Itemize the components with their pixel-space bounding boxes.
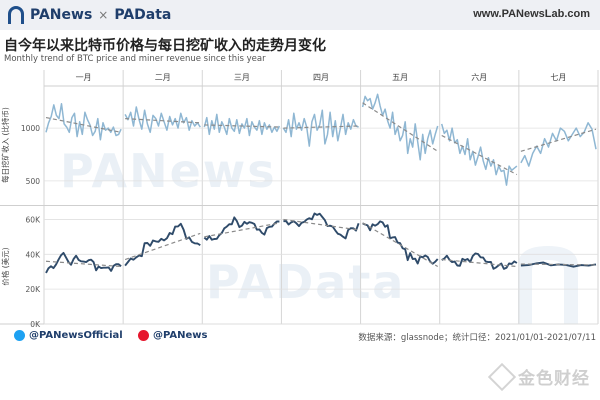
trend-line: [520, 128, 597, 152]
y-tick-label: 0K: [30, 320, 41, 328]
trend-line: [124, 232, 201, 261]
revenue-series-line: [440, 123, 518, 186]
brand-panews: PANews: [30, 7, 93, 23]
trend-line: [520, 263, 597, 266]
brand-logo-icon: [8, 6, 24, 24]
trend-line: [441, 258, 517, 268]
header-bar: PANews × PAData www.PANewsLab.com: [0, 0, 600, 30]
y-tick-label: 20K: [26, 285, 42, 294]
price-series-line: [362, 220, 439, 265]
site-url[interactable]: www.PANewsLab.com: [473, 8, 590, 20]
revenue-series-line: [124, 106, 201, 134]
price-series-line: [441, 252, 518, 270]
month-header: 五月: [392, 73, 408, 82]
twitter-icon: [14, 330, 25, 341]
twitter-label: @PANewsOfficial: [29, 330, 123, 341]
month-header: 二月: [155, 73, 171, 82]
price-series-line: [45, 251, 122, 274]
month-header: 三月: [234, 73, 250, 82]
trend-line: [45, 260, 122, 268]
price-series-line: [124, 222, 201, 267]
revenue-series-line: [520, 122, 597, 167]
brand-separator: ×: [98, 8, 109, 22]
weibo-handle[interactable]: @PANews: [138, 330, 208, 341]
jinse-logo-icon: [487, 362, 517, 391]
y-axis-label: 每日挖矿收入 (比特币): [0, 107, 10, 183]
revenue-series-line: [203, 113, 281, 137]
trend-line: [204, 124, 280, 128]
trend-line: [283, 125, 359, 129]
weibo-label: @PANews: [153, 330, 208, 341]
brand-logo[interactable]: PANews × PAData: [8, 5, 171, 25]
y-tick-label: 1000: [21, 124, 40, 133]
trend-line: [125, 118, 201, 124]
trend-line: [283, 218, 359, 231]
chart-subtitle: Monthly trend of BTC price and miner rev…: [4, 54, 266, 64]
month-header: 七月: [550, 73, 566, 82]
trend-line: [362, 222, 439, 268]
revenue-series-line: [45, 103, 122, 141]
padata-watermark: PAData: [206, 255, 405, 309]
trend-line: [441, 134, 518, 176]
price-series-line: [203, 216, 280, 241]
price-series-line: [283, 212, 360, 240]
y-tick-label: 500: [26, 177, 41, 186]
jinse-watermark: 金色财经: [487, 362, 590, 391]
jinse-label: 金色财经: [518, 369, 590, 389]
revenue-series-line: [282, 109, 359, 147]
month-header: 一月: [76, 73, 92, 82]
brand-padata: PAData: [114, 7, 172, 23]
trend-line: [362, 102, 439, 152]
y-axis-label: 价格 (美元): [0, 247, 10, 285]
weibo-icon: [138, 330, 149, 341]
trend-line: [204, 222, 280, 238]
chart-title: 自今年以来比特币价格与每日挖矿收入的走势月变化: [4, 38, 326, 54]
revenue-series-line: [361, 93, 439, 161]
data-source: 数据来源：glassnode；统计口径：2021/01/01-2021/07/1…: [358, 333, 596, 343]
twitter-handle[interactable]: @PANewsOfficial: [14, 330, 123, 341]
y-tick-label: 40K: [26, 250, 42, 259]
month-header: 四月: [313, 73, 329, 82]
panews-watermark: PANews: [60, 144, 277, 198]
trend-line: [45, 116, 122, 133]
month-header: 六月: [471, 72, 487, 82]
bitcoin-shape-watermark: [518, 246, 578, 324]
y-tick-label: 60K: [26, 215, 42, 224]
